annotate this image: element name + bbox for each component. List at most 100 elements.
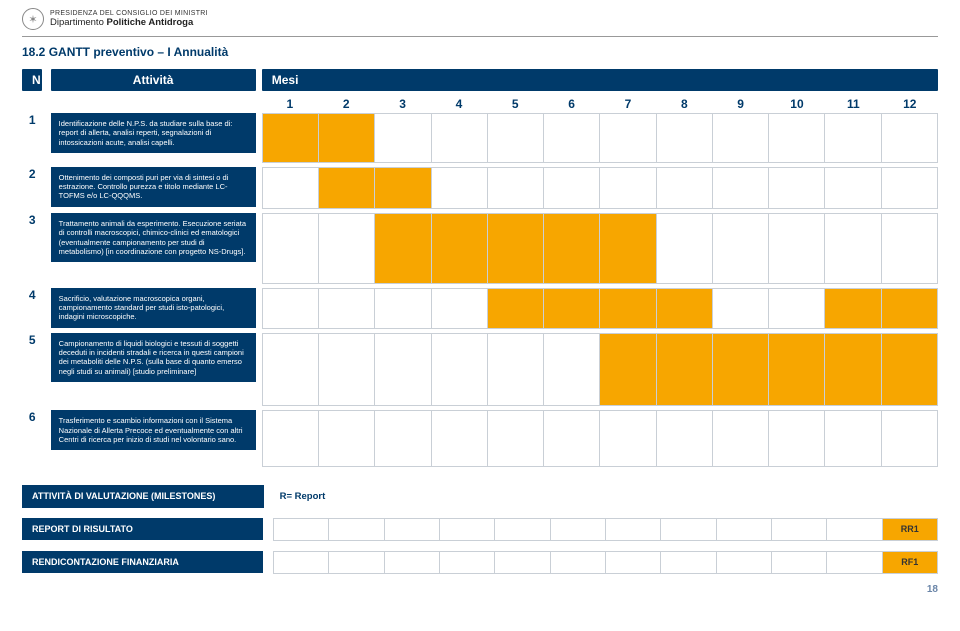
gantt-cell — [318, 333, 374, 406]
gantt-cell — [881, 411, 937, 466]
org-line2-bold: Politiche Antidroga — [107, 17, 194, 28]
gantt-cell — [318, 411, 374, 466]
month-header: 12 — [882, 91, 939, 113]
gantt-cell — [600, 411, 656, 466]
ft-cell — [384, 551, 439, 573]
gantt-cell — [375, 288, 431, 328]
month-header: 9 — [712, 91, 768, 113]
gantt-cell — [712, 333, 768, 406]
gantt-cell — [487, 288, 543, 328]
gantt-cell — [318, 288, 374, 328]
gantt-row-grid — [262, 167, 938, 209]
gantt-cell — [544, 114, 600, 163]
gantt-cell — [825, 114, 881, 163]
gantt-cell — [769, 288, 825, 328]
gantt-cell — [769, 333, 825, 406]
gantt-cell — [431, 288, 487, 328]
gantt-cell — [487, 167, 543, 208]
gantt-cell — [375, 213, 431, 283]
ft-cell — [827, 551, 882, 573]
ft-cell — [384, 518, 439, 540]
gantt-cell — [487, 333, 543, 406]
activity-text: Sacrificio, valutazione macroscopica org… — [51, 288, 256, 328]
report-risultato-label: REPORT DI RISULTATO — [22, 518, 263, 540]
gantt-cell — [881, 167, 937, 208]
ft-cell: RR1 — [882, 518, 937, 540]
col-header-n: N — [22, 69, 42, 91]
activity-text: Campionamento di liquidi biologici e tes… — [51, 333, 256, 383]
activity-text: Trattamento animali da esperimento. Esec… — [51, 213, 256, 263]
org-line2-plain: Dipartimento — [50, 17, 107, 28]
seal-icon: ✶ — [22, 8, 44, 30]
gantt-cell — [600, 114, 656, 163]
rendicontazione-table: RENDICONTAZIONE FINANZIARIA RF1 — [22, 551, 938, 574]
gantt-cell — [656, 213, 712, 283]
gantt-cell — [712, 213, 768, 283]
ft-cell: RF1 — [882, 551, 937, 573]
gantt-cell — [600, 333, 656, 406]
activity-text: Trasferimento e scambio informazioni con… — [51, 410, 256, 450]
month-header: 8 — [656, 91, 712, 113]
gantt-cell — [769, 213, 825, 283]
activity-text: Identificazione delle N.P.S. da studiare… — [51, 113, 256, 153]
gantt-cell — [881, 114, 937, 163]
gantt-cell — [431, 114, 487, 163]
col-header-months: Mesi — [262, 69, 938, 91]
gantt-cell — [262, 411, 318, 466]
ft-cell — [716, 518, 771, 540]
ft-cell — [273, 551, 328, 573]
gantt-cell — [656, 333, 712, 406]
gantt-cell — [825, 167, 881, 208]
gantt-cell — [318, 114, 374, 163]
gantt-row-grid — [262, 288, 938, 329]
month-header: 2 — [318, 91, 374, 113]
gantt-table: NAttivitàMesi1234567891011121Identificaz… — [22, 69, 938, 471]
ft-cell — [329, 551, 384, 573]
ft-cell — [771, 551, 826, 573]
gantt-cell — [881, 333, 937, 406]
row-n: 5 — [22, 333, 42, 407]
section-title: 18.2 GANTT preventivo – I Annualità — [22, 45, 938, 59]
ft-cell — [495, 551, 550, 573]
row-n: 4 — [22, 288, 42, 329]
gantt-cell — [656, 167, 712, 208]
gantt-cell — [656, 288, 712, 328]
month-header: 1 — [262, 91, 318, 113]
month-header: 5 — [487, 91, 543, 113]
gantt-cell — [712, 114, 768, 163]
ft-cell — [550, 518, 605, 540]
ft-cell — [495, 518, 550, 540]
month-header: 3 — [374, 91, 430, 113]
month-header: 11 — [825, 91, 881, 113]
row-n: 6 — [22, 410, 42, 466]
month-header: 10 — [769, 91, 825, 113]
gantt-cell — [769, 114, 825, 163]
gantt-cell — [262, 288, 318, 328]
gantt-cell — [769, 411, 825, 466]
ft-cell — [439, 551, 494, 573]
gantt-cell — [656, 114, 712, 163]
ft-cell — [550, 551, 605, 573]
ft-cell — [605, 518, 660, 540]
gantt-cell — [656, 411, 712, 466]
ft-cell — [329, 518, 384, 540]
header-divider — [22, 36, 938, 37]
page-number: 18 — [22, 584, 938, 595]
gantt-cell — [881, 213, 937, 283]
ft-cell — [273, 518, 328, 540]
month-header: 6 — [543, 91, 599, 113]
gantt-cell — [375, 411, 431, 466]
gantt-cell — [431, 333, 487, 406]
col-header-activity: Attività — [51, 69, 256, 91]
org-header: ✶ PRESIDENZA DEL CONSIGLIO DEI MINISTRI … — [22, 8, 938, 30]
activity-text: Ottenimento dei composti puri per via di… — [51, 167, 256, 207]
rendicontazione-label: RENDICONTAZIONE FINANZIARIA — [22, 551, 263, 573]
gantt-row-grid — [262, 213, 938, 284]
ft-cell — [439, 518, 494, 540]
gantt-cell — [487, 411, 543, 466]
report-risultato-table: REPORT DI RISULTATO RR1 — [22, 518, 938, 541]
gantt-row-grid — [262, 410, 938, 466]
footer-tables: ATTIVITÀ DI VALUTAZIONE (MILESTONES) R= … — [22, 485, 938, 574]
ft-cell — [605, 551, 660, 573]
gantt-cell — [262, 333, 318, 406]
